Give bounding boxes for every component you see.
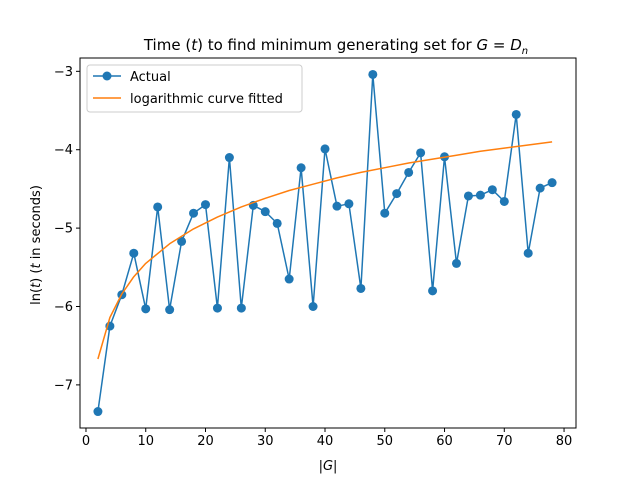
legend-label-actual: Actual <box>130 70 171 85</box>
actual-data-point <box>499 196 509 206</box>
x-tick-label: 50 <box>376 434 393 449</box>
actual-data-point <box>416 148 426 158</box>
legend-label-fitted: logarithmic curve fitted <box>130 92 283 107</box>
plot-area <box>93 69 557 417</box>
actual-series-line <box>97 73 553 412</box>
actual-data-point <box>308 301 318 311</box>
actual-data-point <box>320 144 330 154</box>
actual-data-point <box>392 189 402 199</box>
x-tick-label: 10 <box>137 434 154 449</box>
actual-data-point <box>523 248 533 258</box>
actual-data-point <box>189 208 199 218</box>
x-axis-ticks: 0 10 20 30 40 50 60 70 80 <box>82 428 572 449</box>
legend-box <box>86 64 303 113</box>
actual-data-point <box>129 248 139 258</box>
actual-data-point <box>344 199 354 209</box>
y-axis-label: ln(t) (t in seconds) <box>29 185 44 305</box>
x-tick-label: 70 <box>496 434 513 449</box>
actual-data-point <box>332 201 342 211</box>
actual-data-point <box>368 69 378 79</box>
actual-data-point <box>428 286 438 296</box>
actual-data-point <box>165 305 175 315</box>
actual-data-point <box>200 200 210 210</box>
y-tick-label: −6 <box>54 300 73 315</box>
actual-data-point <box>296 163 306 173</box>
actual-data-point <box>404 167 414 177</box>
actual-data-point <box>547 178 557 188</box>
actual-data-point <box>487 185 497 195</box>
actual-data-point <box>272 218 282 228</box>
actual-data-point <box>260 207 270 217</box>
axes-frame <box>79 57 577 429</box>
x-tick-label: 20 <box>197 434 214 449</box>
fitted-curve-line <box>97 141 553 360</box>
chart-title: Time (t) to find minimum generating set … <box>143 36 528 57</box>
actual-data-point <box>380 208 390 218</box>
y-tick-label: −4 <box>54 143 73 158</box>
actual-data-point <box>93 407 103 417</box>
actual-data-point <box>153 202 163 212</box>
actual-data-point <box>177 236 187 246</box>
actual-data-point <box>475 190 485 200</box>
actual-data-point <box>141 304 151 314</box>
actual-data-point <box>284 274 294 284</box>
x-tick-label: 80 <box>556 434 573 449</box>
actual-data-point <box>463 191 473 201</box>
actual-data-point <box>511 109 521 119</box>
y-tick-label: −5 <box>54 222 73 237</box>
actual-data-point <box>356 283 366 293</box>
actual-data-point <box>535 183 545 193</box>
actual-data-point <box>451 258 461 268</box>
actual-data-point <box>224 153 234 163</box>
y-tick-label: −3 <box>54 65 73 80</box>
actual-data-point <box>212 303 222 313</box>
legend: Actual logarithmic curve fitted <box>86 64 303 113</box>
actual-data-point <box>236 303 246 313</box>
x-tick-label: 60 <box>436 434 453 449</box>
y-tick-label: −7 <box>54 378 73 393</box>
x-tick-label: 40 <box>317 434 334 449</box>
x-tick-label: 0 <box>82 434 90 449</box>
legend-actual-marker <box>102 71 112 81</box>
x-axis-label: |G| <box>319 459 338 474</box>
y-axis-ticks: −7 −6 −5 −4 −3 <box>54 65 80 393</box>
x-tick-label: 30 <box>257 434 274 449</box>
